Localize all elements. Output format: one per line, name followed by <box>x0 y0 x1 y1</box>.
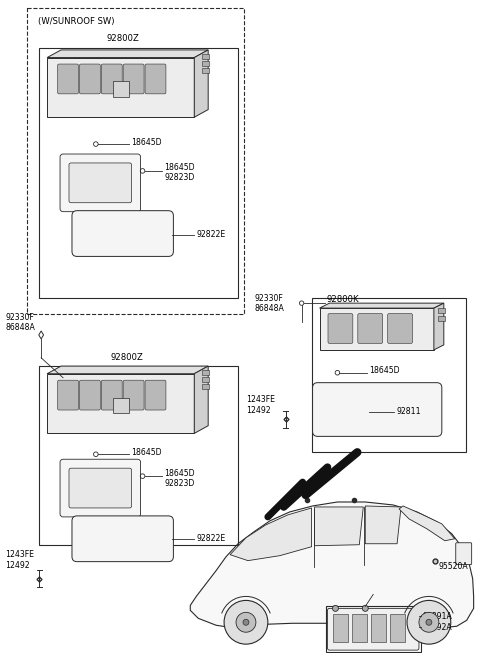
Bar <box>202 384 209 389</box>
Text: 92811: 92811 <box>396 407 420 416</box>
FancyBboxPatch shape <box>69 163 132 203</box>
Bar <box>202 377 209 382</box>
Bar <box>202 54 209 59</box>
Text: 92800Z: 92800Z <box>110 353 143 362</box>
Polygon shape <box>314 507 363 546</box>
Text: 18645D: 18645D <box>369 366 400 375</box>
FancyBboxPatch shape <box>72 211 173 256</box>
FancyBboxPatch shape <box>123 64 144 94</box>
FancyBboxPatch shape <box>327 608 419 650</box>
Text: 92822E: 92822E <box>196 534 226 543</box>
Text: 92800Z: 92800Z <box>106 34 139 43</box>
Bar <box>202 370 209 375</box>
Bar <box>325 607 421 652</box>
Polygon shape <box>47 58 194 117</box>
Bar <box>371 614 386 642</box>
FancyBboxPatch shape <box>145 380 166 410</box>
Bar <box>202 61 209 66</box>
FancyBboxPatch shape <box>79 380 100 410</box>
Bar <box>390 614 405 642</box>
Text: 92800K: 92800K <box>326 295 359 304</box>
Text: 92330F: 92330F <box>255 293 284 303</box>
Circle shape <box>333 605 338 611</box>
Text: 92823D: 92823D <box>165 479 195 487</box>
Text: 92891A: 92891A <box>423 612 453 621</box>
Circle shape <box>236 612 256 632</box>
Text: 92892A: 92892A <box>423 623 453 632</box>
Text: 86848A: 86848A <box>5 324 35 333</box>
Circle shape <box>426 619 432 626</box>
Text: 95520A: 95520A <box>439 562 468 571</box>
Polygon shape <box>399 506 455 541</box>
Bar <box>352 614 367 642</box>
FancyBboxPatch shape <box>79 64 100 94</box>
Text: 18645D: 18645D <box>131 138 161 147</box>
FancyBboxPatch shape <box>328 314 353 343</box>
Bar <box>438 316 445 321</box>
Polygon shape <box>320 308 434 350</box>
Circle shape <box>224 601 268 644</box>
Polygon shape <box>230 508 312 561</box>
Polygon shape <box>194 50 208 117</box>
Text: 1243FE: 1243FE <box>246 395 275 404</box>
FancyBboxPatch shape <box>388 314 412 343</box>
Text: 92330F: 92330F <box>5 312 34 322</box>
Bar <box>202 67 209 73</box>
Text: 18645D: 18645D <box>165 164 195 172</box>
Text: 86848A: 86848A <box>255 304 285 312</box>
FancyBboxPatch shape <box>58 380 78 410</box>
Bar <box>438 308 445 313</box>
Text: 12492: 12492 <box>246 406 271 415</box>
Text: 18645D: 18645D <box>131 448 161 457</box>
FancyBboxPatch shape <box>123 380 144 410</box>
Polygon shape <box>47 374 194 434</box>
Polygon shape <box>434 303 444 350</box>
FancyBboxPatch shape <box>58 64 78 94</box>
Text: 92823D: 92823D <box>165 174 195 182</box>
FancyBboxPatch shape <box>69 468 132 508</box>
Text: 12492: 12492 <box>5 561 30 570</box>
Text: 92822E: 92822E <box>196 230 226 239</box>
Polygon shape <box>320 303 444 308</box>
FancyBboxPatch shape <box>60 154 141 212</box>
Text: 18645D: 18645D <box>165 468 195 477</box>
FancyBboxPatch shape <box>101 380 122 410</box>
Circle shape <box>419 612 439 632</box>
Polygon shape <box>47 50 208 58</box>
Bar <box>113 398 129 413</box>
Bar <box>312 298 466 452</box>
Bar <box>39 365 238 545</box>
Circle shape <box>243 619 249 626</box>
Circle shape <box>362 605 368 611</box>
FancyBboxPatch shape <box>60 459 141 517</box>
FancyBboxPatch shape <box>358 314 383 343</box>
Bar <box>113 81 129 98</box>
FancyBboxPatch shape <box>456 543 472 565</box>
FancyBboxPatch shape <box>101 64 122 94</box>
Text: (W/SUNROOF SW): (W/SUNROOF SW) <box>38 17 115 26</box>
Bar <box>27 8 244 314</box>
Polygon shape <box>190 502 474 628</box>
FancyBboxPatch shape <box>312 383 442 436</box>
Bar <box>39 48 238 298</box>
FancyBboxPatch shape <box>145 64 166 94</box>
Text: 1243FE: 1243FE <box>5 550 35 559</box>
FancyBboxPatch shape <box>72 516 173 561</box>
Polygon shape <box>365 506 401 544</box>
Bar <box>334 614 348 642</box>
Circle shape <box>407 601 451 644</box>
Polygon shape <box>47 366 208 374</box>
Polygon shape <box>194 366 208 434</box>
